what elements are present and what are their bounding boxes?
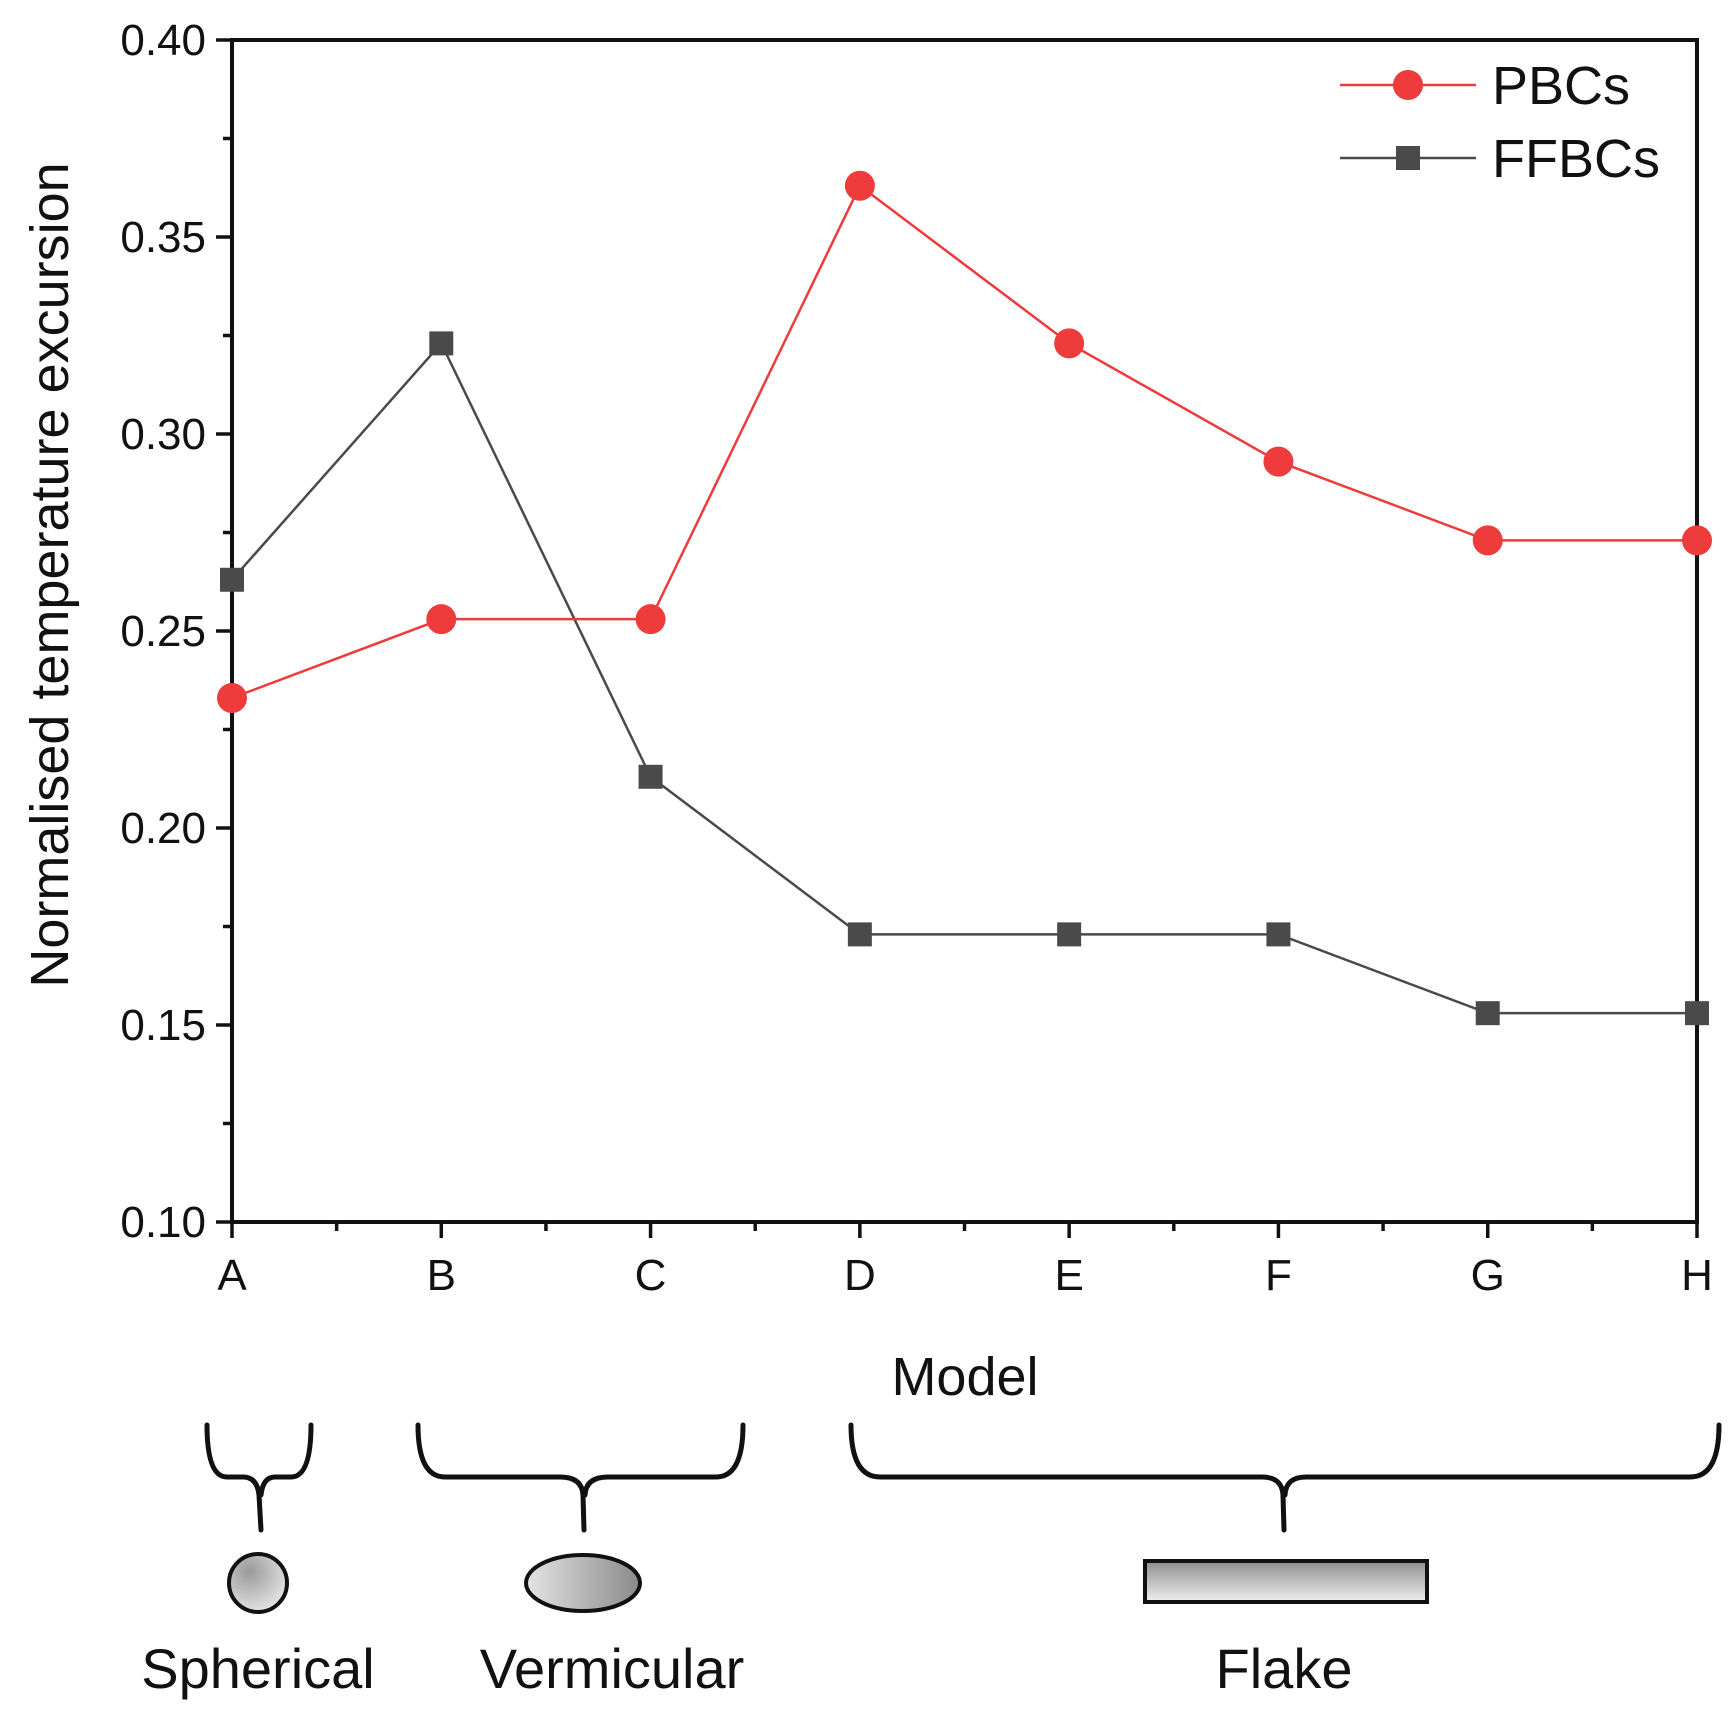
y-tick-label: 0.15 [120, 1001, 206, 1050]
point-ffbcs [220, 567, 244, 592]
y-tick-label: 0.35 [120, 213, 206, 262]
point-ffbcs [1057, 922, 1082, 947]
legend-marker-ffbcs [1396, 146, 1420, 170]
x-tick-label: C [635, 1251, 667, 1300]
legend: PBCs FFBCs [1340, 56, 1660, 189]
x-tick-label: F [1265, 1251, 1292, 1300]
y-tick-label: 0.25 [120, 607, 206, 656]
legend-label-pbcs: PBCs [1492, 56, 1630, 116]
y-tick-label: 0.30 [120, 410, 206, 459]
plot-frame [230, 38, 1699, 1224]
point-pbcs [1054, 328, 1085, 359]
y-axis-label: Normalised temperature excursion [20, 162, 80, 987]
point-pbcs [844, 170, 875, 201]
shape-label-vermicular: Vermicular [480, 1637, 745, 1700]
point-ffbcs [1685, 1001, 1709, 1026]
point-ffbcs [1475, 1001, 1500, 1026]
flake-bar-icon [1143, 1559, 1429, 1604]
series-layer [217, 170, 1712, 1026]
series-pbcs [217, 170, 1712, 713]
legend-marker-pbcs [1393, 70, 1423, 100]
shape-annotation [204, 1422, 1722, 1533]
point-pbcs [1682, 525, 1712, 556]
point-pbcs [426, 604, 457, 635]
x-axis-label: Model [891, 1347, 1038, 1407]
series-line-pbcs [231, 183, 1697, 700]
x-tick-label: A [217, 1251, 247, 1300]
point-pbcs [217, 682, 247, 713]
y-tick-label: 0.10 [120, 1198, 206, 1247]
legend-label-ffbcs: FFBCs [1492, 129, 1660, 189]
x-tick-label: G [1471, 1251, 1505, 1300]
x-tick-label: B [427, 1251, 456, 1300]
series-line-ffbcs [231, 341, 1697, 1015]
point-pbcs [635, 604, 666, 635]
point-pbcs [1263, 446, 1294, 477]
point-ffbcs [847, 922, 872, 947]
point-ffbcs [638, 764, 663, 789]
x-tick-label: D [844, 1251, 876, 1300]
point-ffbcs [1266, 922, 1291, 947]
point-ffbcs [429, 331, 454, 356]
brace-vermicular [415, 1422, 746, 1533]
point-pbcs [1472, 525, 1503, 556]
shape-label-flake: Flake [1216, 1637, 1353, 1700]
brace-flake [848, 1422, 1722, 1533]
brace-spherical [204, 1422, 314, 1533]
shape-label-spherical: Spherical [141, 1637, 374, 1700]
sphere-icon [227, 1552, 289, 1614]
series-ffbcs [220, 331, 1709, 1026]
y-tick-label: 0.20 [120, 804, 206, 853]
axes: 0.10 0.15 0.20 0.25 0.30 0.35 0.40 A B C D E F G H [120, 16, 1713, 1300]
x-tick-label: E [1054, 1251, 1083, 1300]
y-tick-label: 0.40 [120, 16, 206, 65]
x-tick-label: H [1681, 1251, 1713, 1300]
ellipse-icon [524, 1553, 642, 1613]
